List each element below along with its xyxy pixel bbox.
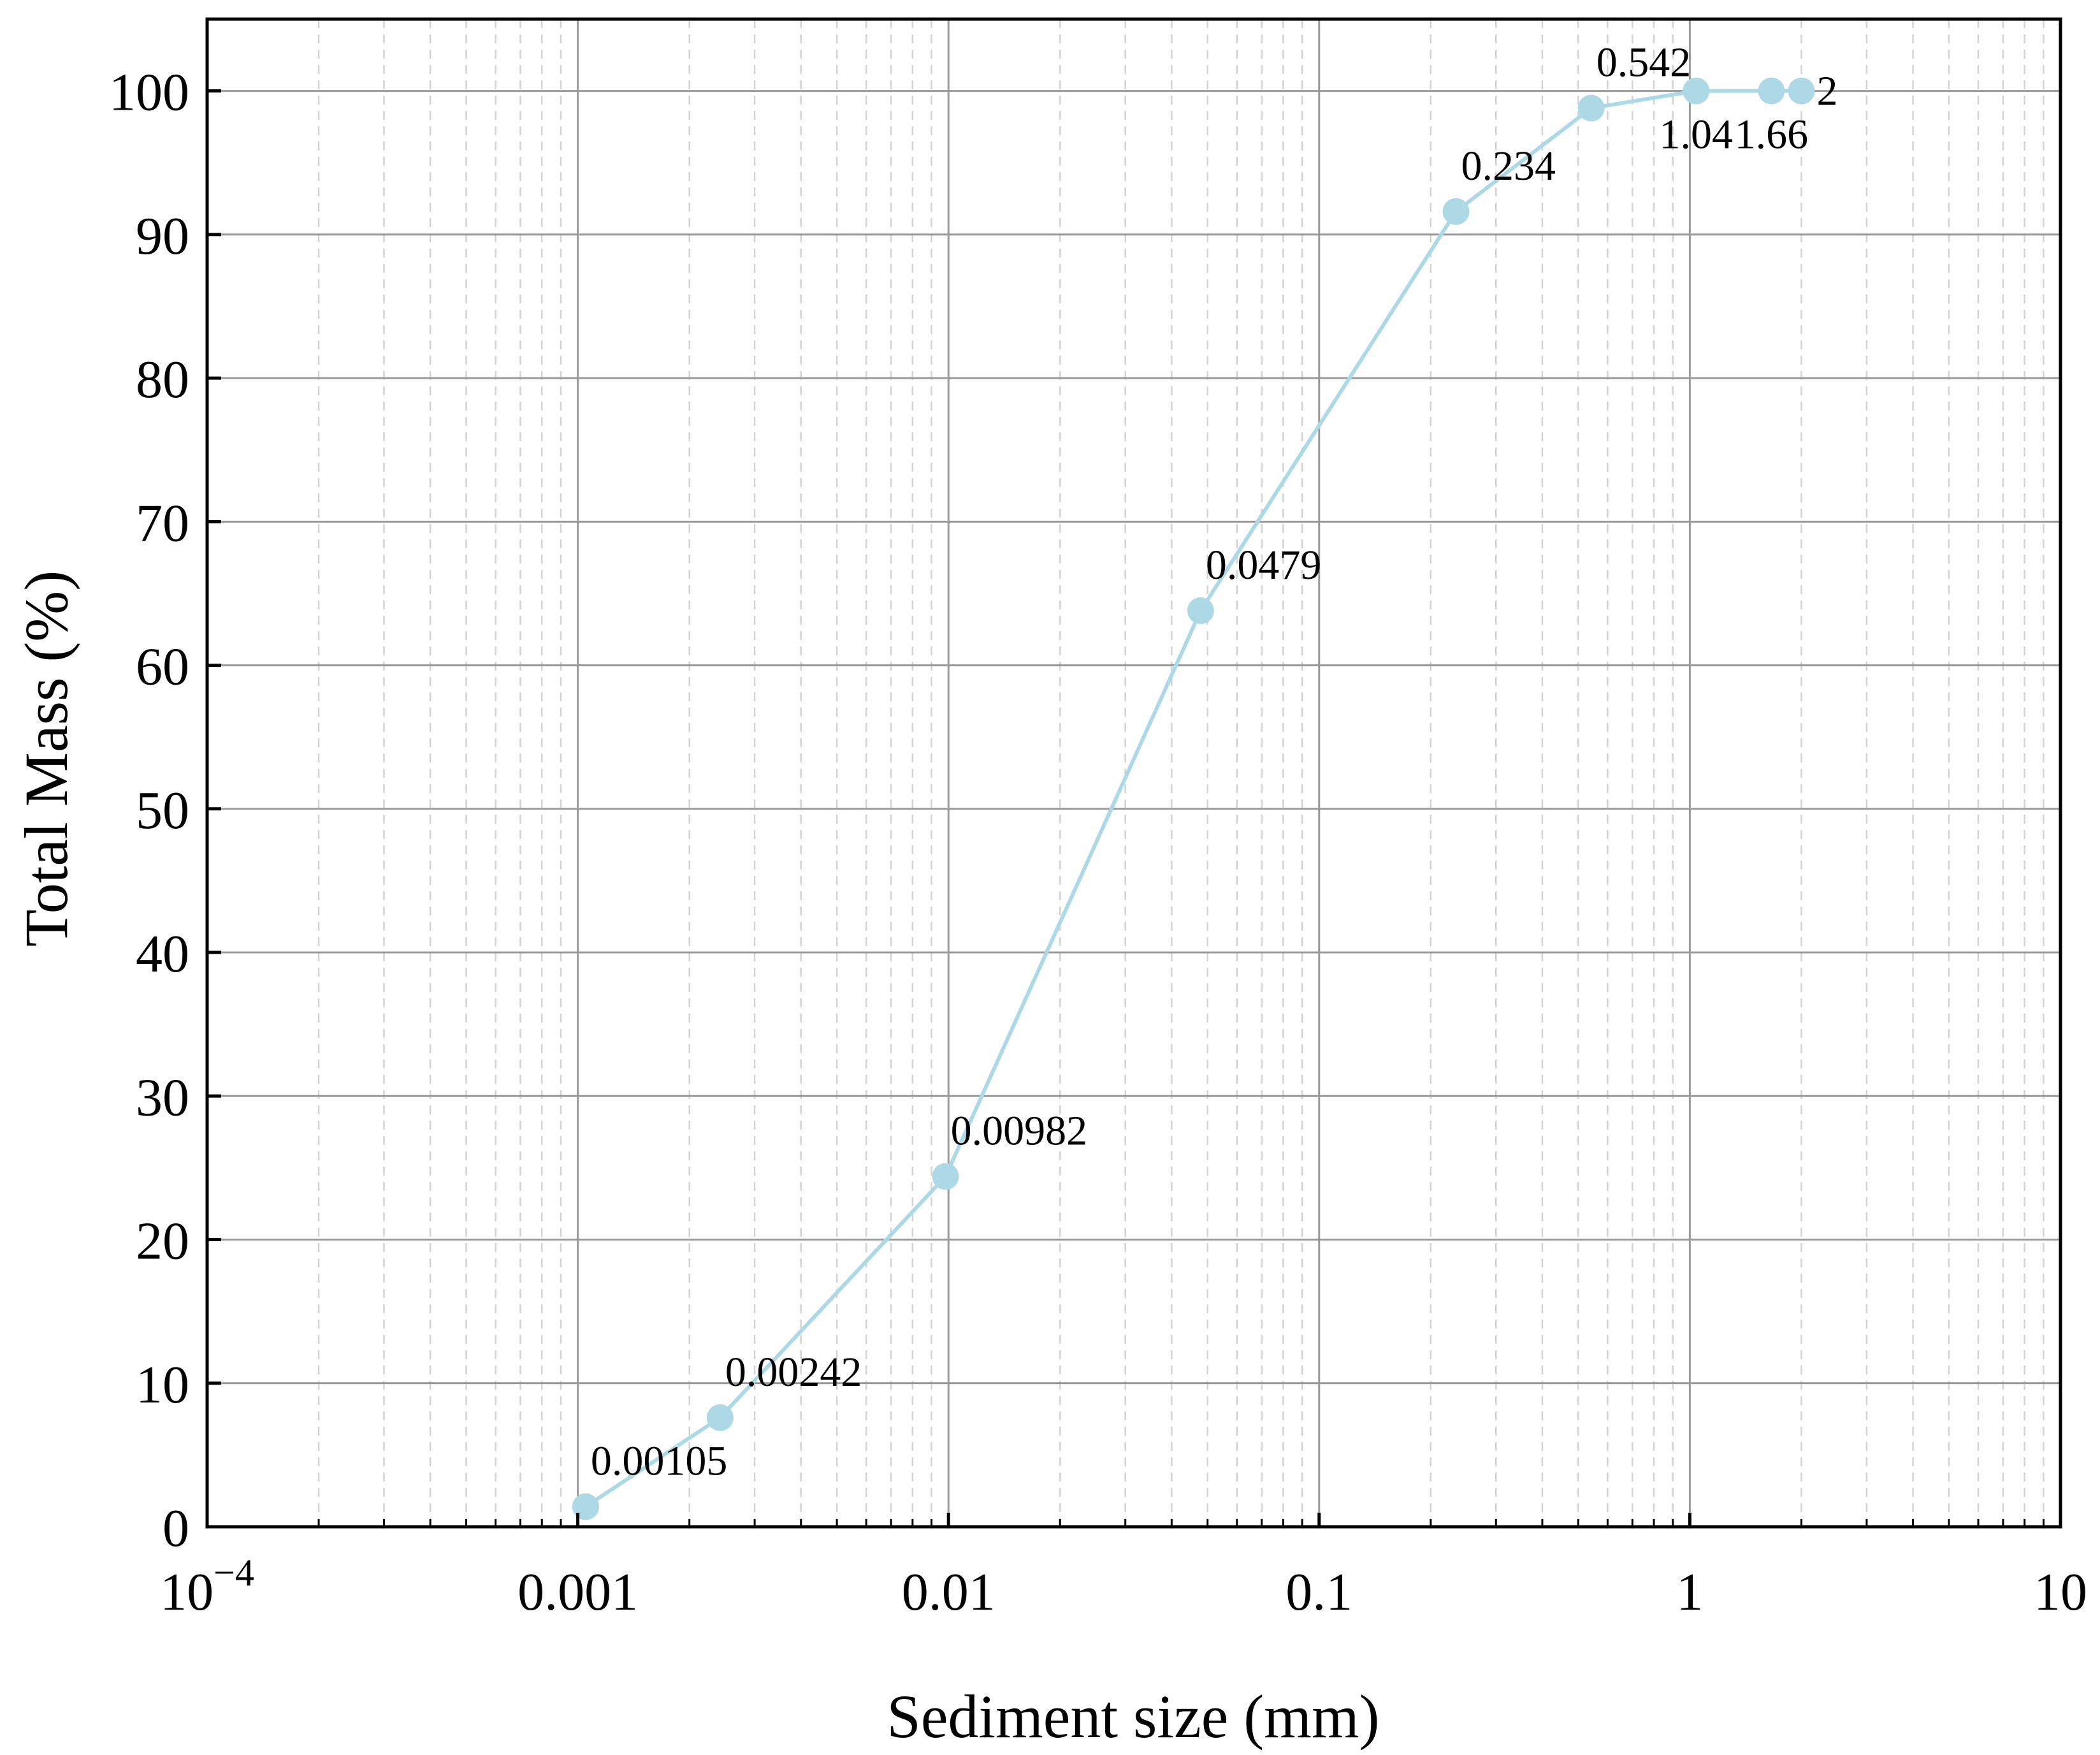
- x-tick-label: 10−4: [160, 1552, 254, 1622]
- y-tick-label: 60: [136, 637, 189, 697]
- y-tick-label: 100: [109, 63, 189, 122]
- data-point: [932, 1163, 959, 1190]
- axis-ticks: [205, 89, 2062, 1529]
- data-point: [1683, 77, 1710, 105]
- y-tick-label: 30: [136, 1068, 189, 1127]
- x-tick-label: 1: [1676, 1562, 1703, 1622]
- y-tick-label: 0: [163, 1499, 189, 1558]
- plot-frame: [205, 17, 2062, 1529]
- y-tick-label: 40: [136, 924, 189, 984]
- y-tick-labels: 0 10 20 30 40 50 60 70 80 90 100: [109, 63, 189, 1558]
- data-point: [1577, 94, 1605, 122]
- y-tick-label: 20: [136, 1212, 189, 1271]
- major-grid: [206, 19, 2062, 1528]
- data-label: 1.04: [1660, 112, 1734, 158]
- x-tick-label: 10: [2034, 1562, 2087, 1622]
- data-labels: 0.00105 0.00242 0.00982 0.0479 0.234 0.542 1.0…: [591, 40, 1838, 1485]
- series-line: [584, 89, 1802, 1509]
- data-point: [1442, 198, 1470, 225]
- x-tick-label: 0.01: [902, 1562, 996, 1622]
- data-label: 0.542: [1597, 40, 1691, 86]
- data-label: 0.00242: [725, 1349, 862, 1395]
- data-point: [1788, 77, 1815, 105]
- x-tick-label: 0.1: [1285, 1562, 1352, 1622]
- minor-grid: [317, 19, 2045, 1527]
- data-point: [706, 1404, 734, 1431]
- data-label: 0.234: [1461, 143, 1556, 189]
- y-tick-label: 70: [136, 493, 189, 553]
- data-label: 1.66: [1735, 112, 1809, 158]
- data-label: 0.00105: [591, 1438, 728, 1484]
- y-axis-title: Total Mass (%): [12, 571, 80, 947]
- y-tick-label: 80: [136, 350, 189, 409]
- y-tick-label: 50: [136, 781, 189, 840]
- data-point: [1187, 597, 1214, 624]
- series-line-group: [584, 89, 1802, 1509]
- x-tick-labels: 10−4 0.001 0.01 0.1 1 10: [160, 1552, 2087, 1622]
- data-label: 2: [1816, 68, 1837, 115]
- data-markers: [572, 77, 1815, 1520]
- y-tick-label: 90: [136, 207, 189, 266]
- y-tick-label: 10: [136, 1355, 189, 1415]
- x-tick-label: 0.001: [518, 1562, 638, 1622]
- data-label: 0.00982: [951, 1107, 1088, 1154]
- data-point: [1758, 77, 1785, 105]
- x-axis-title: Sediment size (mm): [887, 1682, 1379, 1751]
- data-label: 0.0479: [1206, 542, 1322, 588]
